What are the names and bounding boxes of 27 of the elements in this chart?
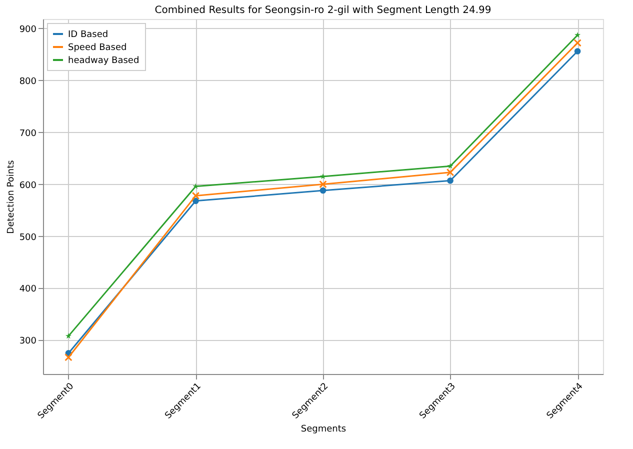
y-tick-label: 800 (19, 76, 37, 87)
point (446, 168, 454, 176)
legend-label: Speed Based (68, 43, 127, 53)
point (574, 32, 581, 38)
point (574, 38, 582, 47)
point (192, 183, 199, 189)
point (192, 192, 200, 200)
y-tick-label: 500 (19, 232, 37, 243)
point (320, 173, 326, 180)
y-tick-label: 400 (19, 284, 37, 295)
y-tick-label: 900 (19, 24, 37, 35)
point (320, 187, 326, 194)
chart-title: Combined Results for Seongsin-ro 2-gil with Segment Length 24.99 (154, 5, 492, 16)
y-tick-label: 300 (19, 336, 37, 347)
point (64, 353, 72, 362)
point (65, 332, 72, 339)
legend-label: ID Based (68, 30, 108, 40)
point (447, 162, 454, 169)
point (574, 48, 581, 54)
point (192, 198, 199, 204)
y-axis-title: Detection Points (6, 160, 16, 234)
point (319, 180, 327, 188)
y-tick-label: 600 (19, 180, 37, 191)
x-axis-title: Segments (300, 424, 346, 435)
legend-label: headway Based (68, 56, 140, 66)
y-tick-label: 700 (19, 128, 37, 139)
point (447, 177, 454, 184)
